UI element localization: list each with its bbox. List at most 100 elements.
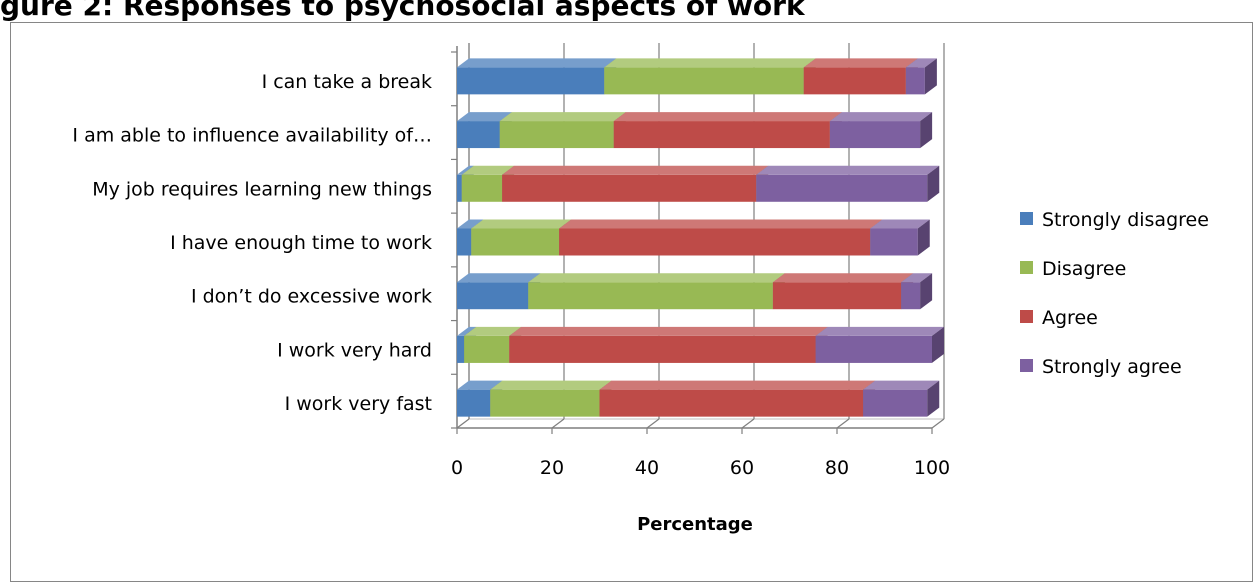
bar-1-3 (829, 112, 933, 149)
bar-front (604, 67, 804, 95)
bar-top (870, 219, 930, 229)
category-label-3: I have enough time to work (170, 232, 432, 254)
bar-top (901, 273, 933, 283)
x-tick-label-4: 80 (825, 457, 849, 479)
bar-4-0 (457, 273, 541, 310)
gridline-floor-2 (646, 418, 660, 429)
bar-2-2 (502, 165, 769, 202)
bar-front (457, 121, 500, 149)
category-label-5: I work very hard (277, 339, 432, 361)
bar-3-2 (559, 219, 883, 256)
title-clip: gure 2: Responses to psychosocial aspect… (0, 0, 1254, 22)
bar-top (803, 58, 918, 68)
gridline-floor-4 (836, 418, 850, 429)
bar-4-1 (528, 273, 785, 310)
legend-item-2: Agree (1020, 307, 1098, 329)
bar-6-1 (490, 380, 612, 417)
x-tick-labels: 0 20 40 60 80 100 (451, 457, 950, 479)
chart-title: gure 2: Responses to psychosocial aspect… (0, 0, 805, 22)
bar-top (599, 380, 876, 390)
bar-top (457, 58, 617, 68)
gridline-floor-1 (551, 418, 565, 429)
bar-0-2 (803, 58, 918, 95)
bar-side (920, 112, 933, 149)
legend-label: Strongly disagree (1042, 209, 1209, 231)
bar-front (870, 228, 918, 256)
bar-4-2 (772, 273, 914, 310)
bar-side (932, 326, 944, 363)
bar-top (457, 112, 512, 122)
legend-swatch (1020, 261, 1033, 274)
bar-6-2 (599, 380, 876, 417)
bar-front (815, 335, 932, 363)
category-label-4: I don’t do excessive work (191, 286, 432, 308)
bar-top (499, 112, 626, 122)
bar-5-2 (509, 326, 828, 363)
legend-item-1: Disagree (1020, 258, 1126, 280)
bar-front (502, 174, 757, 202)
bar-side (924, 58, 937, 95)
category-label-6: I work very fast (285, 393, 432, 415)
bar-3-1 (471, 219, 572, 256)
bar-top (756, 165, 940, 175)
legend-swatch (1020, 310, 1033, 323)
bar-front (490, 389, 600, 417)
bar-top (863, 380, 940, 390)
bar-side (927, 380, 940, 417)
bar-3-3 (870, 219, 930, 256)
bar-5-3 (815, 326, 944, 363)
bar-front (461, 174, 503, 202)
bar-front (457, 282, 529, 310)
category-label-1: I am able to influence availability of… (72, 125, 432, 147)
bar-front (803, 67, 906, 95)
x-tick-label-0: 0 (451, 457, 463, 479)
bar-top (471, 219, 572, 229)
bar-front (457, 389, 491, 417)
gridline-floor-0 (456, 418, 470, 429)
bar-0-1 (604, 58, 816, 95)
bar-front (905, 67, 925, 95)
bar-top (772, 273, 914, 283)
bar-4-3 (901, 273, 933, 310)
bar-front (509, 335, 816, 363)
bar-top (815, 326, 944, 336)
bar-side (920, 273, 933, 310)
legend-label: Agree (1042, 307, 1098, 329)
x-tick-label-2: 40 (635, 457, 659, 479)
bar-front (829, 121, 921, 149)
bar-front (772, 282, 902, 310)
bar-top (559, 219, 883, 229)
bars (457, 58, 944, 417)
bar-top (461, 165, 515, 175)
legend-item-0: Strongly disagree (1020, 209, 1209, 231)
bar-top (457, 219, 484, 229)
bar-top (905, 58, 937, 68)
bar-front (457, 67, 605, 95)
legend-swatch (1020, 359, 1033, 372)
bar-front (528, 282, 773, 310)
bar-front (863, 389, 928, 417)
bar-front (499, 121, 614, 149)
bar-6-3 (863, 380, 940, 417)
legend-item-3: Strongly agree (1020, 356, 1182, 378)
x-tick-label-3: 60 (730, 457, 754, 479)
x-axis-title: Percentage (637, 514, 753, 535)
legend-label: Strongly agree (1042, 356, 1182, 378)
bar-top (509, 326, 828, 336)
bar-2-3 (756, 165, 940, 202)
bar-front (457, 174, 462, 202)
category-labels: I can take a break I am able to influence… (72, 71, 432, 415)
gridline-floor-3 (741, 418, 755, 429)
bar-top (490, 380, 612, 390)
bar-front (599, 389, 864, 417)
bar-front (613, 121, 830, 149)
bar-top (457, 380, 503, 390)
bar-front (559, 228, 871, 256)
bar-side (927, 165, 940, 202)
x-tick-label-1: 20 (540, 457, 564, 479)
bar-front (471, 228, 560, 256)
bar-front (457, 335, 465, 363)
bar-front (756, 174, 928, 202)
gridline-floor-5 (931, 418, 945, 429)
bar-1-1 (499, 112, 626, 149)
